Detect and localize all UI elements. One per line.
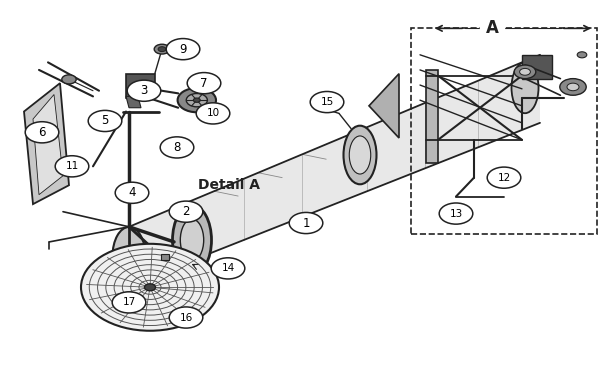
Polygon shape [126, 74, 155, 98]
Circle shape [88, 110, 122, 132]
Circle shape [187, 73, 221, 94]
Circle shape [145, 284, 155, 291]
Circle shape [178, 88, 216, 112]
Polygon shape [126, 96, 141, 108]
Polygon shape [33, 94, 63, 195]
Ellipse shape [113, 227, 146, 286]
Circle shape [211, 258, 245, 279]
Text: 11: 11 [65, 161, 79, 171]
Circle shape [577, 52, 587, 58]
Circle shape [289, 212, 323, 234]
Text: 3: 3 [140, 84, 148, 97]
Circle shape [127, 80, 161, 101]
Circle shape [160, 137, 194, 158]
Text: 2: 2 [182, 205, 190, 218]
Circle shape [112, 292, 146, 313]
Ellipse shape [343, 125, 377, 184]
Ellipse shape [349, 136, 371, 174]
Circle shape [193, 98, 200, 102]
Text: 16: 16 [179, 313, 193, 322]
Polygon shape [129, 55, 540, 285]
Text: Detail A: Detail A [198, 178, 260, 192]
Circle shape [166, 39, 200, 60]
Polygon shape [161, 254, 169, 260]
Circle shape [158, 47, 166, 51]
Text: 15: 15 [320, 97, 334, 107]
Circle shape [115, 182, 149, 203]
Polygon shape [522, 55, 552, 79]
Text: 14: 14 [221, 263, 235, 273]
Text: 13: 13 [449, 209, 463, 218]
Ellipse shape [173, 205, 212, 275]
Circle shape [567, 83, 579, 91]
Ellipse shape [181, 219, 204, 261]
Text: 6: 6 [38, 126, 46, 139]
Text: 7: 7 [200, 77, 208, 90]
Circle shape [81, 244, 219, 331]
Polygon shape [369, 74, 399, 138]
Circle shape [520, 68, 530, 75]
Text: 4: 4 [128, 186, 136, 199]
Text: 5: 5 [101, 115, 109, 127]
Text: 9: 9 [179, 43, 187, 56]
Circle shape [169, 307, 203, 328]
Ellipse shape [511, 62, 539, 113]
Circle shape [487, 167, 521, 188]
Circle shape [186, 93, 208, 107]
Circle shape [514, 65, 536, 79]
Circle shape [560, 79, 586, 95]
Circle shape [154, 44, 170, 54]
Circle shape [310, 91, 344, 113]
Circle shape [62, 75, 76, 84]
Circle shape [439, 203, 473, 224]
Circle shape [55, 156, 89, 177]
Bar [411, 28, 597, 234]
Polygon shape [426, 70, 438, 163]
Text: 10: 10 [206, 108, 220, 118]
Text: 8: 8 [173, 141, 181, 154]
Text: 17: 17 [122, 297, 136, 307]
Circle shape [169, 201, 203, 222]
Circle shape [196, 103, 230, 124]
Circle shape [25, 122, 59, 143]
Text: A: A [485, 19, 499, 37]
Polygon shape [24, 83, 69, 204]
Text: 1: 1 [302, 217, 310, 229]
Text: 12: 12 [497, 173, 511, 183]
